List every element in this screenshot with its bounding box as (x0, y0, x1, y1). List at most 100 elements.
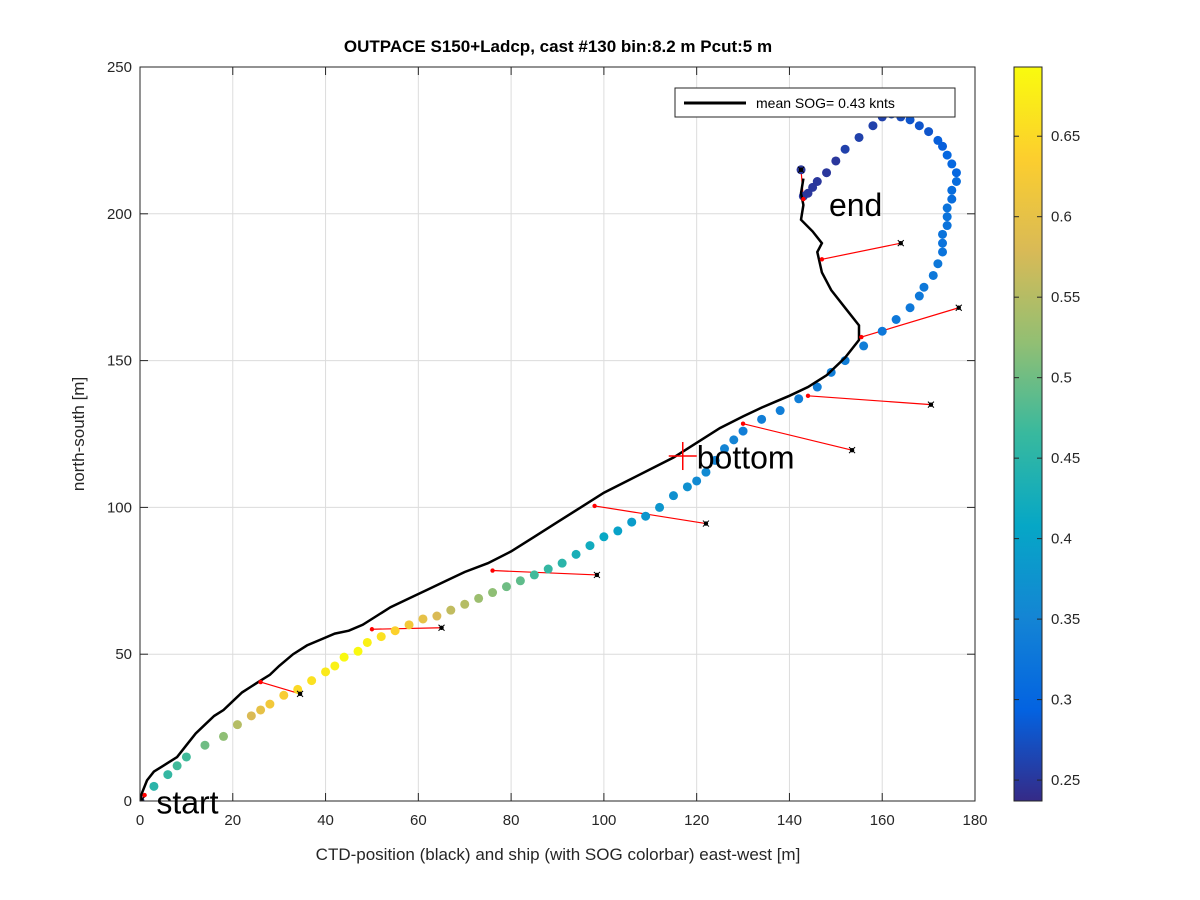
x-axis-ticks: 0 20 40 60 80 100 120 140 160 180 (136, 67, 988, 829)
ship-point (840, 144, 850, 154)
x-tick-label: 140 (777, 812, 802, 829)
connector-line (492, 569, 597, 576)
y-tick-label: 250 (107, 59, 132, 76)
ship-point (947, 159, 957, 169)
ship-point (692, 476, 702, 486)
ship-point (501, 582, 511, 592)
x-tick-label: 20 (224, 812, 241, 829)
ship-point (543, 564, 553, 574)
ship-point (460, 599, 470, 609)
ship-point (942, 203, 952, 213)
ship-point (775, 406, 785, 416)
colorbar-tick-label: 0.3 (1051, 692, 1072, 709)
ship-point (938, 247, 948, 257)
ctd-marker (819, 257, 825, 262)
ship-point (947, 194, 957, 204)
ship-point (720, 444, 729, 454)
connector-line (594, 505, 707, 525)
x-axis-label: CTD-position (black) and ship (with SOG … (316, 845, 801, 864)
x-tick-label: 180 (962, 812, 987, 829)
ctd-marker (801, 196, 806, 202)
ship-marker-x (438, 624, 445, 632)
ctd-marker (805, 393, 811, 399)
ship-point (710, 455, 720, 465)
y-axis-label: north-south [m] (69, 377, 88, 491)
ship-point (432, 611, 442, 621)
ship-point (947, 185, 957, 195)
ship-point (942, 221, 952, 231)
ship-point (246, 711, 256, 721)
ctd-ship-connectors (140, 169, 959, 801)
ship-point (404, 620, 414, 630)
ship-point (321, 667, 331, 677)
ship-point (854, 132, 864, 142)
y-tick-label: 150 (107, 353, 132, 370)
colorbar-tick-label: 0.6 (1051, 209, 1072, 226)
connector-line (260, 681, 301, 695)
ship-point (599, 532, 609, 542)
ship-point (831, 156, 841, 166)
ship-point (307, 676, 317, 686)
ship-point (200, 740, 210, 750)
connector-line (821, 242, 901, 260)
ship-point (905, 115, 915, 125)
ship-point (232, 720, 242, 730)
ctd-marker (490, 568, 495, 573)
ship-point (172, 761, 182, 771)
colorbar-ticks: 0.25 0.3 0.35 0.4 0.45 0.5 0.55 0.6 0.65 (1014, 128, 1080, 789)
legend-label: mean SOG= 0.43 knts (756, 95, 895, 111)
colorbar: 0.25 0.3 0.35 0.4 0.45 0.5 0.55 0.6 0.65 (1013, 66, 1080, 802)
ctd-marker (592, 503, 597, 509)
ship-point (627, 517, 637, 527)
ship-point (488, 588, 498, 598)
axes-box (139, 66, 976, 802)
ctd-marker (258, 679, 263, 685)
ship-point (822, 168, 832, 178)
x-tick-label: 120 (684, 812, 709, 829)
x-tick-label: 100 (591, 812, 616, 829)
ship-point (557, 558, 567, 568)
ship-marker-x (897, 239, 905, 247)
ctd-marker (369, 627, 375, 632)
ship-point (928, 270, 938, 280)
ship-point (163, 770, 173, 780)
connector-line (742, 423, 853, 451)
bottom-marker (668, 442, 697, 471)
y-axis-ticks: 0 50 100 150 200 250 (107, 59, 975, 810)
colorbar-tick-label: 0.35 (1051, 611, 1080, 628)
ship-point (613, 526, 623, 536)
ctd-marker (859, 334, 864, 340)
ship-marker-x (848, 446, 856, 454)
ship-point (859, 341, 869, 351)
ship-point (951, 168, 961, 178)
ship-point (390, 626, 400, 636)
ship-point (933, 135, 943, 145)
legend: mean SOG= 0.43 knts (674, 87, 956, 118)
ship-point (868, 121, 878, 131)
ship-point (701, 467, 711, 477)
ship-point (641, 511, 651, 521)
colorbar-tick-label: 0.45 (1051, 450, 1080, 467)
colorbar-tick-label: 0.25 (1051, 772, 1080, 789)
ship-point (265, 699, 275, 709)
colorbar-tick-label: 0.65 (1051, 128, 1080, 145)
y-tick-label: 50 (115, 646, 132, 663)
ship-point (418, 614, 428, 624)
ship-point (812, 382, 822, 392)
x-tick-label: 60 (410, 812, 427, 829)
ship-point (256, 705, 266, 715)
ship-point (933, 259, 943, 269)
ship-point (729, 435, 739, 445)
ship-marker-x (702, 520, 710, 527)
ship-point (891, 314, 901, 324)
ship-marker-x (140, 796, 145, 801)
ship-point (362, 637, 372, 647)
x-tick-label: 40 (317, 812, 334, 829)
ship-point (339, 652, 349, 662)
ship-point (474, 593, 484, 603)
ship-point (181, 752, 191, 762)
ship-point (330, 661, 340, 671)
x-tick-label: 80 (503, 812, 520, 829)
ship-point (919, 282, 929, 292)
